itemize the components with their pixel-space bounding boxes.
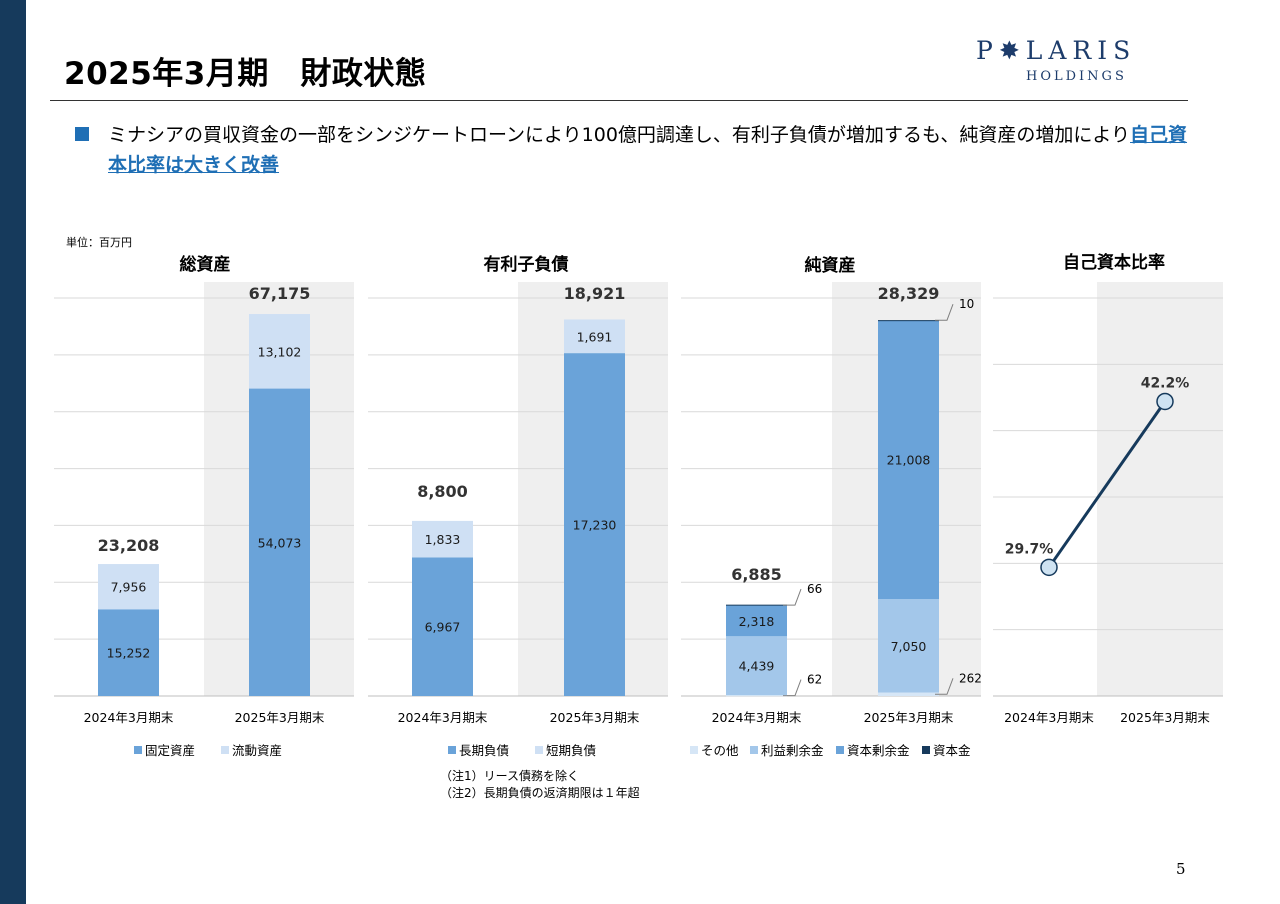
bar-segment	[878, 320, 939, 322]
legend-swatch	[922, 746, 930, 754]
legend-swatch	[221, 746, 229, 754]
data-label: 21,008	[887, 453, 931, 468]
bar-segment	[98, 564, 159, 610]
data-label: 29.7%	[1005, 541, 1054, 557]
data-label: 1,833	[425, 532, 461, 547]
data-label: 17,230	[573, 518, 617, 533]
polaris-logo-sub: HOLDINGS	[1026, 69, 1127, 84]
total-label: 6,885	[731, 565, 782, 584]
total-label: 28,329	[878, 284, 940, 303]
chart-1-title: 総資産	[180, 254, 231, 275]
x-tick-label: 2024年3月期末	[398, 710, 488, 725]
legend-label: 利益剰余金	[761, 743, 824, 758]
footnote: （注2）長期負債の返済期限は１年超	[440, 785, 640, 800]
data-label: 13,102	[258, 344, 302, 359]
callout-line	[783, 679, 802, 697]
data-point	[1156, 392, 1174, 411]
x-tick-label: 2025年3月期末	[550, 710, 640, 725]
x-tick-label: 2024年3月期末	[1004, 710, 1094, 725]
data-label: 7,956	[111, 580, 147, 595]
callout-line	[935, 304, 954, 321]
x-tick-label: 2025年3月期末	[235, 710, 325, 725]
legend-label: 資本剰余金	[847, 743, 910, 758]
data-label: 7,050	[891, 639, 927, 654]
data-label: 262	[959, 671, 982, 685]
total-label: 23,208	[98, 536, 160, 555]
data-label: 42.2%	[1141, 375, 1190, 391]
legend-swatch	[836, 746, 844, 754]
legend-label: 短期負債	[546, 743, 596, 758]
summary-highlight: 自己資本比率は大きく改善	[108, 124, 1188, 176]
total-label: 67,175	[249, 284, 311, 303]
bar-segment	[564, 319, 625, 354]
data-label: 15,252	[107, 646, 151, 661]
polaris-logo: P✸LARIS	[976, 36, 1137, 65]
title-divider	[50, 100, 1188, 101]
summary-bullet: ミナシアの買収資金の一部をシンジケートローンにより100億円調達し、有利子負債が…	[108, 120, 1188, 180]
bar-segment	[564, 353, 625, 696]
data-label: 2,318	[739, 614, 775, 629]
legend-label: 流動資産	[232, 743, 282, 758]
data-label: 66	[807, 582, 822, 596]
x-tick-label: 2024年3月期末	[84, 710, 174, 725]
bar-segment	[878, 692, 939, 696]
legend-label: 固定資産	[145, 743, 195, 758]
legend-label: 資本金	[933, 743, 971, 758]
total-label: 18,921	[564, 284, 626, 303]
page-number: 5	[1176, 860, 1186, 878]
bullet-square-icon	[75, 127, 89, 141]
bar-segment	[726, 695, 787, 697]
bar-segment	[726, 604, 787, 606]
data-label: 62	[807, 673, 822, 687]
data-label: 4,439	[739, 659, 775, 674]
bar-segment	[726, 636, 787, 696]
legend-swatch	[535, 746, 543, 754]
left-accent-bar	[0, 0, 26, 904]
bar-segment	[726, 605, 787, 637]
page-title: 2025年3月期 財政状態	[64, 56, 427, 92]
bar-segment	[878, 598, 939, 693]
chart-3-title: 純資産	[805, 255, 856, 276]
bar-segment	[412, 520, 473, 558]
data-label: 54,073	[258, 535, 302, 550]
x-tick-label: 2025年3月期末	[1120, 710, 1210, 725]
bar-segment	[249, 314, 310, 389]
ratio-line	[1047, 400, 1167, 569]
footnote: （注1）リース債務を除く	[440, 768, 579, 783]
total-label: 8,800	[417, 482, 468, 501]
legend-swatch	[690, 746, 698, 754]
data-label: 6,967	[425, 620, 461, 635]
bar-segment	[98, 609, 159, 696]
callout-line	[783, 588, 802, 606]
callout-line	[935, 678, 954, 695]
legend-label: 長期負債	[459, 743, 509, 758]
x-tick-label: 2025年3月期末	[864, 710, 954, 725]
summary-text: ミナシアの買収資金の一部をシンジケートローンにより100億円調達し、有利子負債が…	[108, 124, 1130, 146]
legend-label: その他	[701, 743, 739, 758]
legend-swatch	[134, 746, 142, 754]
data-point	[1040, 558, 1058, 577]
unit-label: 単位：百万円	[66, 236, 132, 249]
legend-swatch	[448, 746, 456, 754]
data-label: 1,691	[577, 329, 613, 344]
bar-segment	[878, 320, 939, 599]
x-tick-label: 2024年3月期末	[712, 710, 802, 725]
chart-4-title: 自己資本比率	[1063, 252, 1165, 273]
legend-swatch	[750, 746, 758, 754]
chart-2-title: 有利子負債	[484, 254, 569, 275]
chart-4-highlight-band	[1097, 282, 1223, 696]
bar-segment	[412, 557, 473, 696]
bar-segment	[249, 388, 310, 696]
data-label: 10	[959, 297, 974, 311]
